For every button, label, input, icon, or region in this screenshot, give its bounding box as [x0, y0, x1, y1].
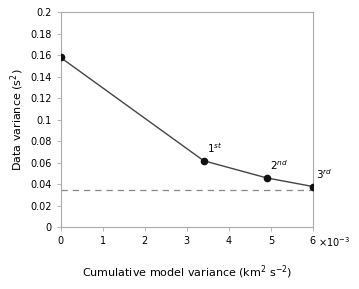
Text: 1$^{st}$: 1$^{st}$ [207, 141, 223, 155]
Text: 2$^{nd}$: 2$^{nd}$ [270, 159, 288, 172]
Y-axis label: Data variance (s$^2$): Data variance (s$^2$) [8, 68, 26, 171]
X-axis label: Cumulative model variance (km$^2$ s$^{-2}$): Cumulative model variance (km$^2$ s$^{-2… [81, 263, 292, 281]
Text: 3$^{rd}$: 3$^{rd}$ [316, 167, 333, 181]
Text: $\times$10$^{-3}$: $\times$10$^{-3}$ [318, 236, 350, 249]
